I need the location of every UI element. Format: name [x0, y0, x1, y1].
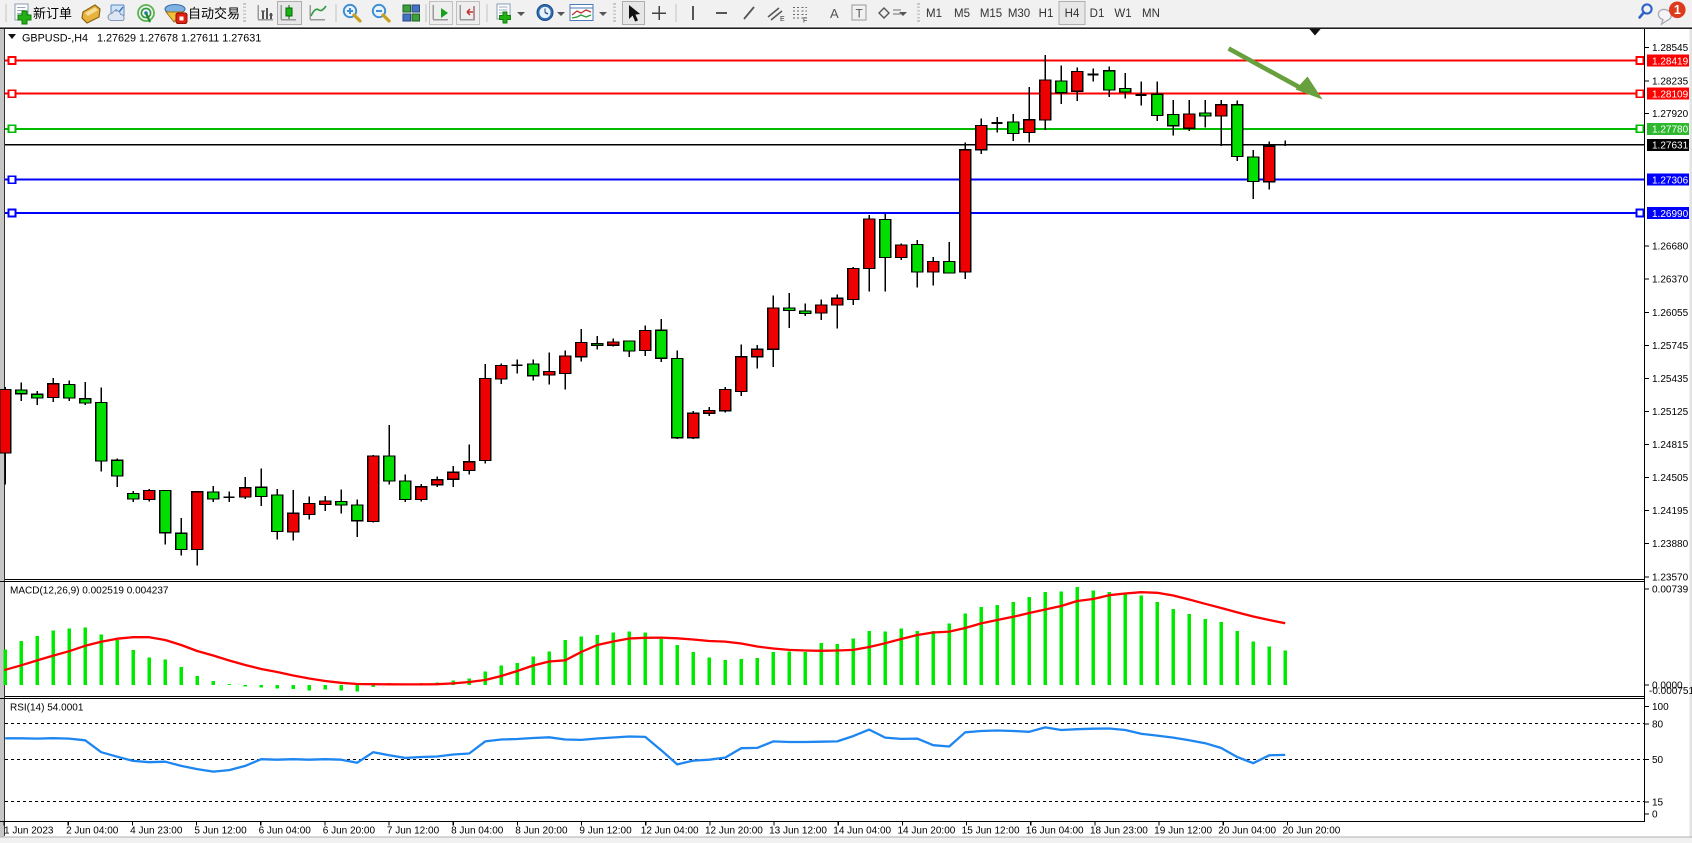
svg-text:E: E: [780, 16, 785, 23]
svg-text:8 Jun 20:00: 8 Jun 20:00: [515, 826, 568, 837]
svg-text:自动交易: 自动交易: [188, 6, 240, 21]
svg-text:1.27631: 1.27631: [1652, 141, 1689, 152]
svg-text:50: 50: [1652, 755, 1664, 766]
svg-text:1.23570: 1.23570: [1652, 572, 1689, 583]
svg-text:1: 1: [1674, 3, 1681, 17]
svg-text:1.26370: 1.26370: [1652, 275, 1689, 286]
svg-text:1.28419: 1.28419: [1652, 56, 1689, 67]
svg-text:M1: M1: [926, 8, 942, 20]
svg-text:GBPUSD-,H4 1.27629 1.27678 1: GBPUSD-,H4 1.27629 1.27678 1.27611 1.276…: [22, 33, 261, 45]
svg-text:1.23880: 1.23880: [1652, 539, 1689, 550]
svg-text:0.0000: 0.0000: [1652, 681, 1683, 692]
svg-text:1.25745: 1.25745: [1652, 341, 1689, 352]
svg-text:M5: M5: [954, 8, 970, 20]
svg-text:1.25435: 1.25435: [1652, 374, 1689, 385]
svg-text:15 Jun 12:00: 15 Jun 12:00: [962, 826, 1020, 837]
svg-text:7 Jun 12:00: 7 Jun 12:00: [387, 826, 440, 837]
svg-text:A: A: [830, 6, 839, 21]
svg-text:M15: M15: [980, 8, 1002, 20]
svg-text:8 Jun 04:00: 8 Jun 04:00: [451, 826, 504, 837]
svg-text:6 Jun 20:00: 6 Jun 20:00: [323, 826, 376, 837]
svg-text:1.24505: 1.24505: [1652, 473, 1689, 484]
svg-text:M30: M30: [1008, 8, 1030, 20]
svg-text:15: 15: [1652, 797, 1664, 808]
svg-text:20 Jun 20:00: 20 Jun 20:00: [1282, 826, 1340, 837]
svg-text:1.27920: 1.27920: [1652, 109, 1689, 120]
svg-text:14 Jun 04:00: 14 Jun 04:00: [833, 826, 891, 837]
svg-text:18 Jun 23:00: 18 Jun 23:00: [1090, 826, 1148, 837]
svg-text:100: 100: [1652, 702, 1669, 713]
svg-text:13 Jun 12:00: 13 Jun 12:00: [769, 826, 827, 837]
svg-text:1.27780: 1.27780: [1652, 125, 1689, 136]
svg-text:MACD(12,26,9) 0.002519 0.00423: MACD(12,26,9) 0.002519 0.004237: [10, 586, 169, 597]
svg-text:0.00739: 0.00739: [1652, 585, 1689, 596]
svg-text:1 Jun 2023: 1 Jun 2023: [4, 826, 54, 837]
svg-text:F: F: [803, 18, 807, 25]
svg-text:4 Jun 23:00: 4 Jun 23:00: [130, 826, 183, 837]
svg-text:1.28235: 1.28235: [1652, 76, 1689, 87]
svg-text:1.26055: 1.26055: [1652, 308, 1689, 319]
svg-text:H4: H4: [1065, 8, 1080, 20]
svg-text:16 Jun 04:00: 16 Jun 04:00: [1026, 826, 1084, 837]
svg-text:6 Jun 04:00: 6 Jun 04:00: [259, 826, 312, 837]
svg-text:H1: H1: [1039, 8, 1054, 20]
svg-text:新订单: 新订单: [33, 6, 72, 21]
svg-text:14 Jun 20:00: 14 Jun 20:00: [897, 826, 955, 837]
svg-text:80: 80: [1652, 720, 1664, 731]
svg-text:9 Jun 12:00: 9 Jun 12:00: [579, 826, 632, 837]
svg-text:1.28545: 1.28545: [1652, 43, 1689, 54]
svg-text:MN: MN: [1142, 8, 1160, 20]
svg-text:1.26680: 1.26680: [1652, 242, 1689, 253]
svg-text:T: T: [856, 7, 864, 21]
svg-text:1.26990: 1.26990: [1652, 209, 1689, 220]
svg-text:12 Jun 20:00: 12 Jun 20:00: [705, 826, 763, 837]
svg-text:D1: D1: [1090, 8, 1105, 20]
svg-text:1.25125: 1.25125: [1652, 407, 1689, 418]
svg-text:1.24815: 1.24815: [1652, 440, 1689, 451]
svg-text:1.24195: 1.24195: [1652, 506, 1689, 517]
svg-text:1.28109: 1.28109: [1652, 90, 1689, 101]
svg-text:W1: W1: [1114, 8, 1131, 20]
svg-text:0: 0: [1652, 810, 1658, 821]
svg-text:1.27306: 1.27306: [1652, 175, 1689, 186]
svg-text:20 Jun 04:00: 20 Jun 04:00: [1218, 826, 1276, 837]
svg-text:-0.000751: -0.000751: [1649, 686, 1692, 697]
svg-text:RSI(14) 54.0001: RSI(14) 54.0001: [10, 703, 84, 714]
svg-text:2 Jun 04:00: 2 Jun 04:00: [66, 826, 119, 837]
svg-text:19 Jun 12:00: 19 Jun 12:00: [1154, 826, 1212, 837]
svg-text:12 Jun 04:00: 12 Jun 04:00: [641, 826, 699, 837]
svg-text:5 Jun 12:00: 5 Jun 12:00: [194, 826, 247, 837]
